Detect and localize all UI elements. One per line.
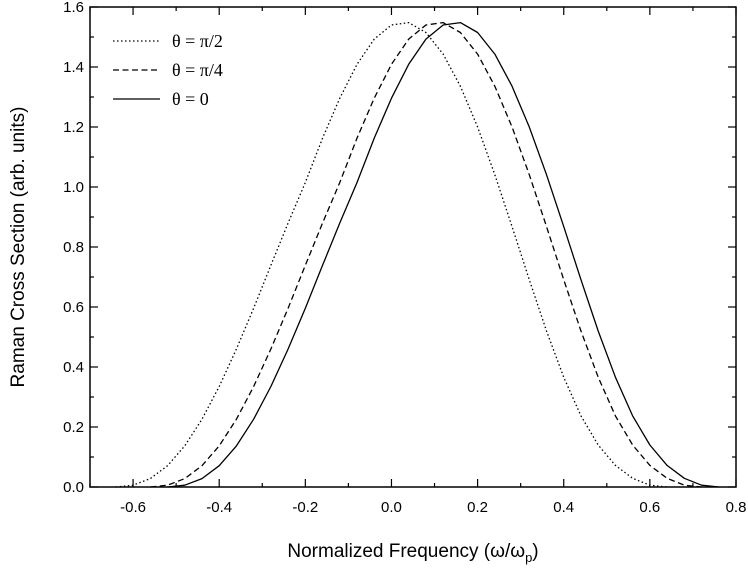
x-axis-title: Normalized Frequency (ω/ωp) [287,541,538,565]
legend-label-3: θ = 0 [172,89,209,109]
x-tick-label: 0.8 [726,499,747,516]
series-group [115,21,719,488]
x-tick-label: -0.6 [120,499,146,516]
series-line-2 [150,21,702,488]
x-tick-label: 0.0 [381,499,402,516]
x-tick-label: 0.6 [639,499,660,516]
y-tick-label: 0.6 [63,299,84,316]
y-tick-label: 0.2 [63,419,84,436]
x-axis-title-subscript: p [525,550,532,565]
series-line-3 [167,21,719,488]
axis-tick-labels: -0.6 -0.4 -0.2 0.0 0.2 0.4 0.6 0.8 0.0 0.2 0.4 0.6 0… [63,0,746,516]
y-tick-label: 0.0 [63,479,84,496]
x-tick-label: -0.4 [206,499,232,516]
x-tick-label: -0.2 [292,499,318,516]
y-tick-label: 1.6 [63,0,84,16]
y-tick-label: 1.2 [63,119,84,136]
x-tick-label: 0.4 [553,499,574,516]
y-tick-label: 1.0 [63,179,84,196]
x-tick-label: 0.2 [467,499,488,516]
legend-label-2: θ = π/4 [172,60,223,80]
y-tick-label: 1.4 [63,59,84,76]
x-axis-title-main: Normalized Frequency (ω/ω [287,541,525,562]
y-tick-label: 0.4 [63,359,84,376]
y-tick-label: 0.8 [63,239,84,256]
legend-label-1: θ = π/2 [172,31,223,51]
axis-ticks [89,6,737,488]
legend: θ = π/2 θ = π/4 θ = 0 [113,31,223,109]
x-axis-title-close: ) [532,541,538,562]
y-axis-title: Raman Cross Section (arb. units) [8,107,29,388]
